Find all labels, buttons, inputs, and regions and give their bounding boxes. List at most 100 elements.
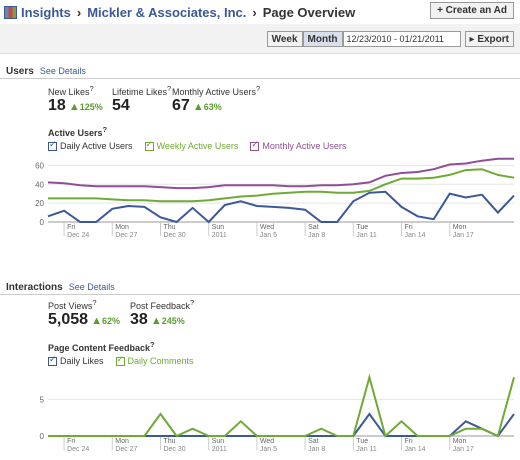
metric-value: 67 (172, 97, 190, 114)
breadcrumb-current: Page Overview (262, 4, 356, 20)
x-tick-date-label: 2011 (212, 232, 227, 239)
checkbox-checked-icon[interactable] (48, 354, 57, 366)
x-tick-date-label: Dec 27 (115, 446, 137, 453)
metric-value: 38 (130, 311, 148, 328)
checkbox-checked-icon[interactable] (144, 139, 154, 151)
users-title: Users (6, 66, 34, 77)
active-users-chart-title: Active Users? (48, 125, 108, 138)
metric-label: Lifetime Likes (112, 87, 168, 97)
x-tick-date-label: Jan 17 (453, 446, 474, 453)
x-tick-date-label: Jan 5 (260, 232, 277, 239)
metric-label: Monthly Active Users (172, 87, 257, 97)
y-tick-label: 0 (40, 218, 45, 227)
breadcrumb-separator: › (76, 4, 82, 20)
y-tick-label: 60 (35, 161, 44, 170)
x-tick-date-label: Dec 30 (163, 446, 185, 453)
interactions-section-title: Interactions See Details (6, 282, 115, 293)
content-feedback-legend: Daily Likes Daily Comments (48, 354, 194, 366)
metric-new-likes: New Likes? 18 ▲125% (48, 84, 103, 114)
metric-change: 63% (203, 102, 222, 112)
checkbox-checked-icon[interactable] (250, 139, 260, 151)
series-line-daily-likes (48, 412, 515, 438)
legend-daily-comments[interactable]: Daily Comments (115, 354, 194, 366)
legend-label: Monthly Active Users (262, 141, 347, 151)
insights-logo-icon (4, 5, 17, 19)
x-tick-day-label: Sat (308, 438, 319, 445)
x-tick-day-label: Fri (405, 224, 414, 231)
up-arrow-icon: ▲ (150, 315, 162, 327)
y-tick-label: 0 (40, 432, 45, 441)
legend-label: Weekly Active Users (156, 141, 239, 151)
metric-value: 18 (48, 97, 66, 114)
divider (0, 78, 520, 79)
x-tick-date-label: Jan 8 (308, 232, 325, 239)
breadcrumb-insights[interactable]: Insights (21, 4, 71, 20)
legend-label: Daily Comments (127, 356, 194, 366)
create-ad-button[interactable]: + Create an Ad (430, 2, 514, 19)
metric-label: Post Feedback (130, 301, 191, 311)
x-tick-day-label: Sun (212, 438, 225, 445)
breadcrumb-page[interactable]: Mickler & Associates, Inc. (87, 4, 247, 20)
month-button[interactable]: Month (302, 31, 343, 47)
metric-post-views: Post Views? 5,058 ▲62% (48, 298, 121, 328)
series-line-monthly-active-users (47, 157, 514, 190)
export-arrow-icon: ▸ (469, 34, 475, 45)
export-button[interactable]: ▸ Export (464, 31, 514, 47)
legend-label: Daily Likes (60, 356, 104, 366)
x-tick-date-label: Dec 24 (67, 232, 89, 239)
up-arrow-icon: ▲ (192, 101, 204, 113)
x-tick-day-label: Mon (453, 224, 467, 231)
divider (0, 294, 520, 295)
page-header: Insights › Mickler & Associates, Inc. › … (0, 0, 520, 24)
metric-label: New Likes (48, 87, 90, 97)
week-button[interactable]: Week (266, 31, 303, 47)
x-tick-date-label: Jan 17 (453, 232, 474, 239)
users-see-details-link[interactable]: See Details (39, 66, 86, 76)
series-line-daily-active-users (47, 190, 515, 224)
legend-daily-active-users[interactable]: Daily Active Users (48, 139, 133, 151)
y-tick-label: 40 (35, 180, 44, 189)
x-tick-date-label: Jan 11 (356, 232, 377, 239)
x-tick-date-label: Jan 11 (356, 446, 377, 453)
y-tick-label: 5 (40, 395, 45, 404)
legend-daily-likes[interactable]: Daily Likes (48, 354, 104, 366)
legend-monthly-active-users[interactable]: Monthly Active Users (250, 139, 347, 151)
date-range-bar: Week Month ▸ Export (0, 24, 520, 54)
active-users-legend: Daily Active Users Weekly Active Users M… (48, 139, 347, 151)
x-tick-date-label: Jan 5 (260, 446, 277, 453)
x-tick-day-label: Sun (212, 224, 225, 231)
x-tick-date-label: Jan 8 (308, 446, 325, 453)
date-range-input[interactable] (342, 31, 461, 47)
metric-change: 125% (79, 102, 103, 112)
metric-change: 62% (102, 316, 121, 326)
interactions-see-details-link[interactable]: See Details (68, 282, 115, 292)
checkbox-checked-icon[interactable] (115, 354, 125, 366)
chart-title-text: Active Users (48, 128, 103, 138)
x-tick-date-label: Jan 14 (405, 446, 426, 453)
x-tick-date-label: Dec 27 (115, 232, 137, 239)
x-tick-day-label: Fri (405, 438, 414, 445)
x-tick-day-label: Mon (453, 438, 467, 445)
users-section-title: Users See Details (6, 66, 86, 77)
x-tick-date-label: Dec 24 (67, 446, 89, 453)
metric-monthly-active-users: Monthly Active Users? 67 ▲63% (172, 84, 261, 114)
x-tick-day-label: Sat (308, 224, 319, 231)
x-tick-day-label: Thu (163, 438, 175, 445)
metric-change: 245% (161, 316, 185, 326)
chart-title-text: Page Content Feedback (48, 343, 151, 353)
legend-weekly-active-users[interactable]: Weekly Active Users (144, 139, 239, 151)
x-tick-date-label: Jan 14 (405, 232, 426, 239)
x-tick-day-label: Tue (356, 438, 368, 445)
y-tick-label: 20 (35, 199, 44, 208)
x-tick-day-label: Fri (67, 224, 76, 231)
metric-value: 5,058 (48, 311, 89, 328)
checkbox-checked-icon[interactable] (48, 139, 57, 151)
up-arrow-icon: ▲ (91, 315, 102, 327)
x-tick-day-label: Wed (260, 224, 274, 231)
breadcrumb-separator: › (252, 4, 257, 20)
content-feedback-chart-title: Page Content Feedback? (48, 340, 155, 353)
metric-lifetime-likes: Lifetime Likes? 54 (112, 84, 172, 114)
x-tick-day-label: Tue (356, 224, 368, 231)
x-tick-day-label: Mon (115, 224, 129, 231)
